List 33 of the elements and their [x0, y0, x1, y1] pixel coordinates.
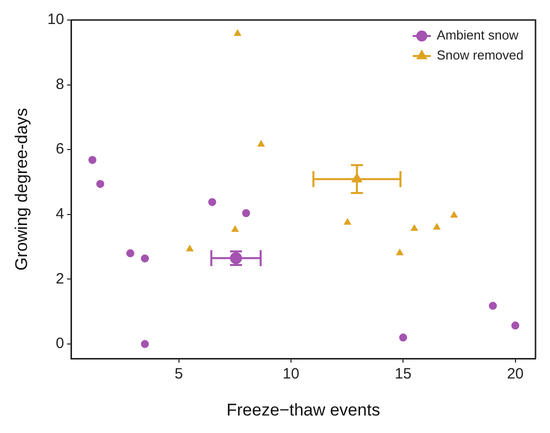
point [186, 245, 194, 252]
point [344, 218, 352, 225]
point [450, 211, 458, 218]
legend-label: Snow removed [436, 48, 524, 63]
legend-label: Ambient snow [436, 28, 520, 43]
x-tick-label: 10 [282, 366, 300, 383]
x-tick-label: 15 [394, 366, 412, 383]
y-tick-label: 8 [56, 76, 64, 93]
y-tick-label: 10 [47, 11, 64, 28]
point [258, 140, 265, 147]
point [234, 30, 242, 36]
point [96, 180, 104, 188]
point [396, 248, 404, 256]
point [232, 226, 239, 232]
point [140, 340, 149, 348]
point [488, 302, 497, 310]
point [126, 249, 134, 258]
y-tick-label: 2 [56, 270, 64, 288]
point [433, 223, 440, 230]
x-tick-label: 5 [174, 366, 183, 383]
point [410, 224, 418, 231]
point [242, 209, 250, 218]
y-tick-label: 0 [56, 335, 64, 352]
y-tick-label: 6 [56, 140, 64, 158]
x-tick-label: 20 [506, 366, 524, 383]
point [399, 334, 408, 342]
x-axis-title: Freeze−thaw events [226, 400, 380, 420]
point [140, 254, 149, 262]
y-axis-title: Growing degree-days [12, 108, 31, 271]
point [511, 322, 520, 330]
y-tick-label: 4 [56, 206, 64, 223]
point [88, 156, 96, 164]
point [208, 198, 216, 206]
